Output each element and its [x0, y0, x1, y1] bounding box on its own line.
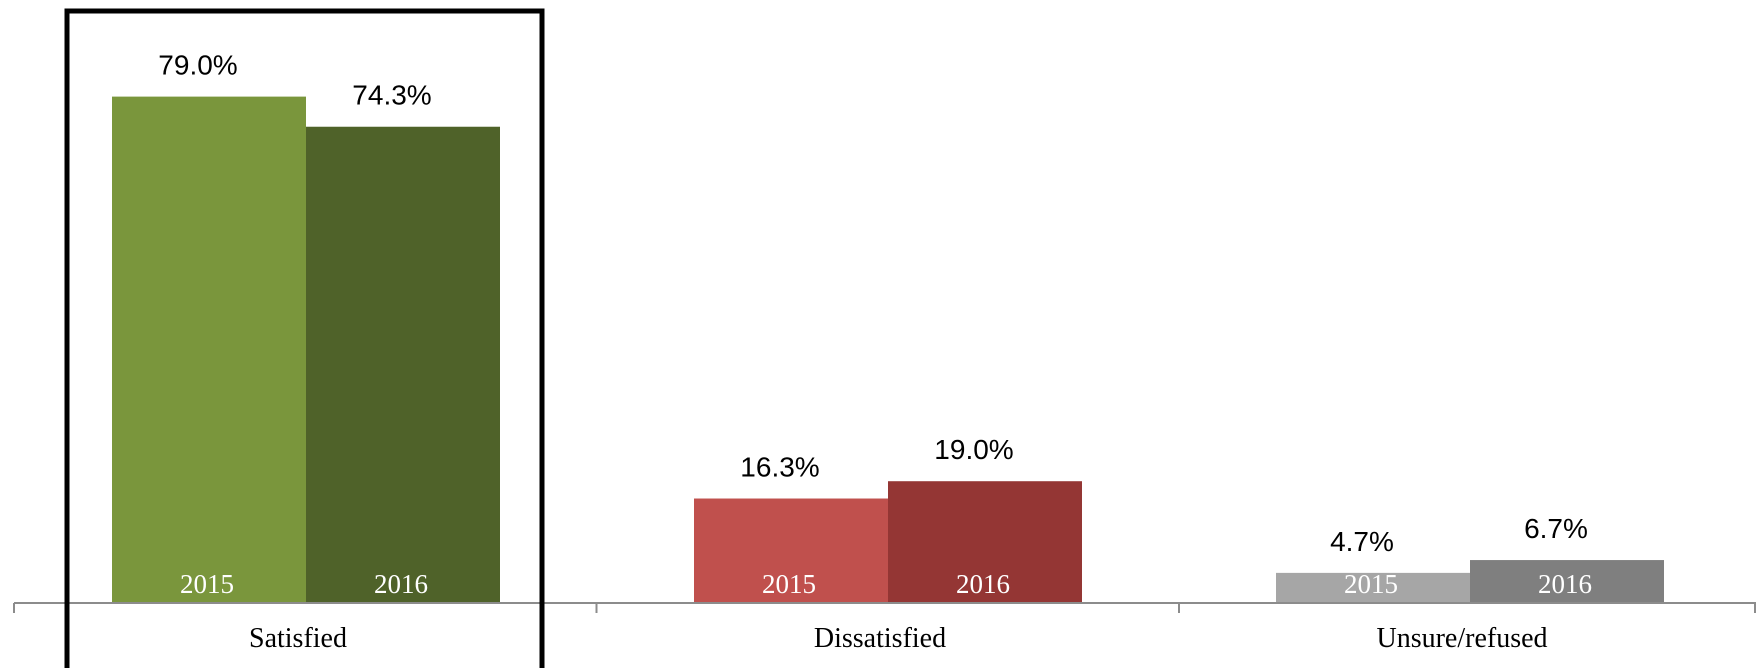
highlight-box — [64, 8, 545, 668]
value-label-satisfied-2015: 79.0% — [158, 50, 237, 81]
bar-year-label-dissatisfied-2016: 2016 — [956, 569, 1010, 599]
bars-layer — [112, 96, 1664, 604]
bar-satisfied-2015 — [112, 96, 306, 604]
bar-unsure-refused-2016 — [1470, 560, 1664, 603]
value-label-dissatisfied-2016: 19.0% — [934, 434, 1013, 465]
bar-unsure-refused-2015 — [1276, 572, 1470, 603]
bar-satisfied-2016 — [306, 126, 500, 603]
bar-dissatisfied-2016 — [888, 481, 1082, 603]
bar-dissatisfied-2015 — [694, 498, 888, 603]
value-label-unsure-refused-2015: 4.7% — [1330, 526, 1394, 557]
value-label-satisfied-2016: 74.3% — [352, 80, 431, 111]
value-label-unsure-refused-2016: 6.7% — [1524, 513, 1588, 544]
value-label-dissatisfied-2015: 16.3% — [740, 452, 819, 483]
category-label-satisfied: Satisfied — [249, 623, 347, 654]
category-label-dissatisfied: Dissatisfied — [814, 623, 946, 654]
x-axis — [13, 602, 1756, 613]
bar-year-label-satisfied-2016: 2016 — [374, 569, 428, 599]
bar-year-label-unsure-refused-2016: 2016 — [1538, 569, 1592, 599]
bar-year-label-satisfied-2015: 2015 — [180, 569, 234, 599]
bar-year-label-unsure-refused-2015: 2015 — [1344, 569, 1398, 599]
labels-layer: 79.0% 2015 74.3% 2016 Satisfied 16.3% 2015 19.0… — [158, 50, 1592, 654]
category-label-unsure-refused: Unsure/refused — [1376, 623, 1547, 654]
bar-year-label-dissatisfied-2015: 2015 — [762, 569, 816, 599]
